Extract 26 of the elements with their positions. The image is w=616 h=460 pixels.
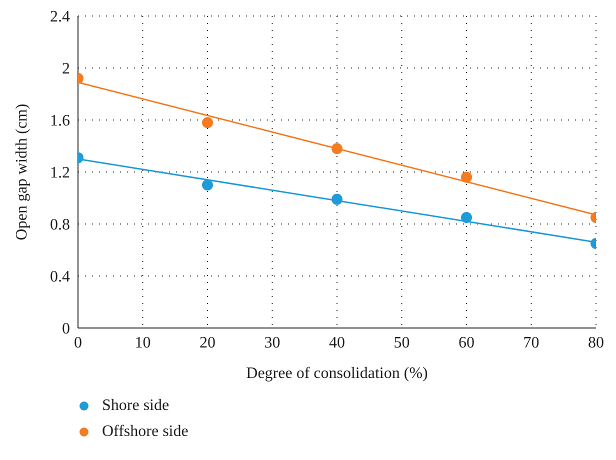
point (461, 172, 472, 183)
point (332, 143, 342, 154)
y-tick-label: 1.6 (50, 112, 70, 130)
x-tick-label: 40 (329, 334, 345, 352)
point (202, 117, 213, 128)
point (332, 194, 342, 205)
y-tick-label: 0 (62, 320, 70, 338)
x-tick-label: 10 (134, 334, 151, 352)
y-tick-label: 1.2 (50, 164, 70, 182)
x-tick-label: 30 (264, 334, 280, 352)
legend-label: Offshore side (102, 423, 188, 441)
y-tick-label: 0.8 (50, 216, 70, 234)
point (202, 180, 213, 190)
x-tick-label: 50 (394, 334, 410, 352)
point (461, 212, 472, 223)
x-tick-label: 70 (523, 334, 540, 352)
y-tick-label: 2 (62, 60, 70, 78)
x-tick-label: 20 (200, 334, 216, 352)
x-tick-label: 80 (588, 334, 604, 352)
y-tick-label: 0.4 (50, 268, 70, 286)
y-axis-title: Open gap width (cm) (14, 104, 31, 240)
legend-label: Shore side (102, 397, 170, 415)
x-tick-label: 0 (74, 334, 82, 352)
x-axis-title: Degree of consolidation (%) (246, 365, 428, 382)
x-tick-label: 60 (458, 334, 474, 352)
y-tick-label: 2.4 (50, 8, 70, 26)
